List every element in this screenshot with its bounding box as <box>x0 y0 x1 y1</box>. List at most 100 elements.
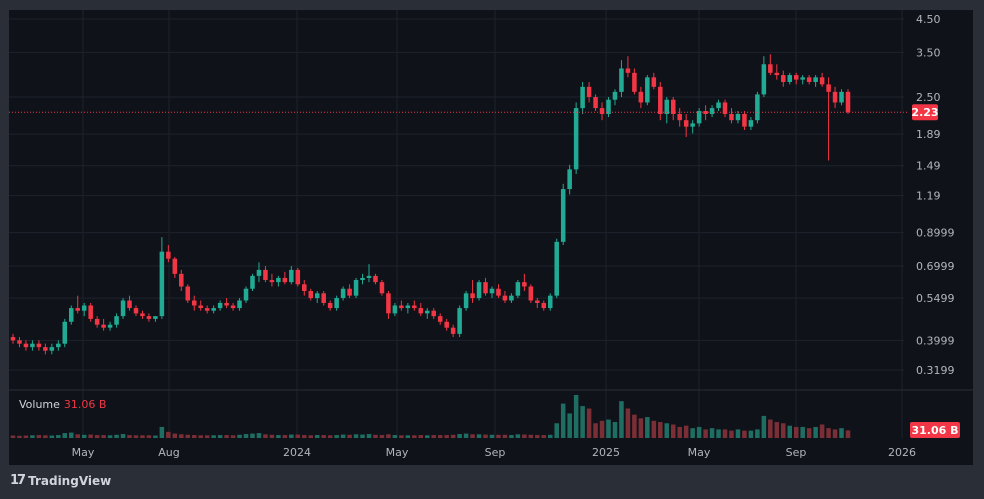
chart-frame: May Aug 2024 May Sep 2025 May Sep 2026 4.50 3.50 2.… <box>8 9 974 466</box>
candle-body <box>560 189 566 242</box>
volume-bar <box>735 429 741 438</box>
candle-body <box>166 251 171 259</box>
volume-bar <box>632 414 637 438</box>
x-tick-label: Sep <box>485 446 506 459</box>
candle-body <box>120 300 126 317</box>
candle-body <box>541 302 547 309</box>
volume-bar <box>217 435 223 438</box>
candle-body <box>522 282 527 287</box>
candle-body <box>463 293 469 309</box>
volume-bar <box>276 435 281 438</box>
volume-bar <box>392 435 398 438</box>
candle-body <box>23 343 29 348</box>
candle-body <box>314 293 320 299</box>
volume-bar <box>515 434 521 438</box>
volume-bar <box>133 435 139 438</box>
candle-body <box>191 300 197 306</box>
volume-bar <box>314 435 320 438</box>
volume-bar <box>690 428 695 438</box>
candle-body <box>528 286 534 301</box>
volume-bar <box>677 426 682 438</box>
candle-body <box>340 288 346 299</box>
volume-bar <box>256 433 262 438</box>
candle-body <box>729 114 734 121</box>
volume-bar <box>541 435 547 438</box>
candle-body <box>276 277 281 283</box>
tradingview-logo[interactable]: 17 TradingView <box>10 473 111 488</box>
volume-bar <box>289 434 294 438</box>
candle-body <box>515 282 521 296</box>
candle-body <box>658 86 663 115</box>
volume-bar <box>670 424 676 438</box>
candle-body <box>405 305 411 309</box>
volume-bar <box>606 419 611 438</box>
volume-bar <box>334 435 339 438</box>
volume-bar <box>159 426 165 438</box>
volume-bar <box>204 435 210 438</box>
volume-bar <box>146 435 152 438</box>
volume-bar <box>386 434 391 438</box>
candle-body <box>431 310 437 317</box>
candle-body <box>211 308 216 311</box>
volume-bar <box>845 430 851 438</box>
candle-body <box>360 277 365 281</box>
volume-bar <box>580 406 585 438</box>
candle-body <box>806 77 812 82</box>
candle-body <box>179 273 184 287</box>
candle-body <box>761 64 767 95</box>
volume-bar <box>535 435 540 438</box>
candle-body <box>774 72 780 76</box>
volume-bar <box>295 434 301 438</box>
volume-bar <box>774 422 780 438</box>
candle-body <box>204 308 210 311</box>
volume-legend: Volume 31.06 B <box>19 398 106 411</box>
candle-body <box>690 123 695 127</box>
y-tick-label: 1.49 <box>916 160 941 173</box>
price-badge <box>912 104 938 121</box>
y-tick-label: 4.50 <box>916 13 941 26</box>
volume-bar <box>528 434 534 438</box>
candle-body <box>68 308 74 322</box>
price-badge-label: 2.23 <box>911 106 938 119</box>
price-chart[interactable]: May Aug 2024 May Sep 2025 May Sep 2026 4.50 3.50 2.… <box>9 10 973 465</box>
candle-body <box>295 269 301 285</box>
candle-body <box>457 308 462 334</box>
volume-bar <box>645 417 650 438</box>
y-tick-label: 3.50 <box>916 46 941 59</box>
volume-label: Volume <box>19 398 60 411</box>
candle-body <box>379 282 385 294</box>
candle-body <box>593 97 598 109</box>
volume-bar <box>140 435 145 438</box>
candle-body <box>114 316 119 325</box>
candle-body <box>269 280 275 283</box>
candle-body <box>353 280 359 296</box>
candle-body <box>573 108 579 170</box>
candle-body <box>839 91 844 103</box>
candle-body <box>696 111 702 124</box>
candle-body <box>709 108 715 115</box>
candle-body <box>716 102 721 109</box>
volume-badge-label: 31.06 B <box>911 424 958 437</box>
x-tick-label: Aug <box>158 446 179 459</box>
candle-body <box>580 86 585 109</box>
volume-bar <box>418 435 424 438</box>
candle-body <box>832 91 838 103</box>
volume-bar <box>43 435 48 438</box>
volume-bar <box>664 423 670 438</box>
x-tick-label: 2024 <box>283 446 311 459</box>
volume-bar <box>450 434 456 438</box>
y-tick-label: 1.19 <box>916 190 941 203</box>
volume-bar <box>470 434 475 438</box>
volume-bar <box>463 433 469 438</box>
volume-bar <box>457 434 462 438</box>
candle-body <box>172 258 178 274</box>
candle-body <box>198 305 203 309</box>
candle-body <box>224 302 229 306</box>
volume-bar <box>619 401 624 438</box>
candle-body <box>185 286 191 301</box>
candle-body <box>101 324 106 328</box>
candle-body <box>81 305 87 311</box>
y-tick-label: 0.3999 <box>916 334 955 347</box>
candle-body <box>88 305 93 319</box>
candle-body <box>153 316 158 319</box>
